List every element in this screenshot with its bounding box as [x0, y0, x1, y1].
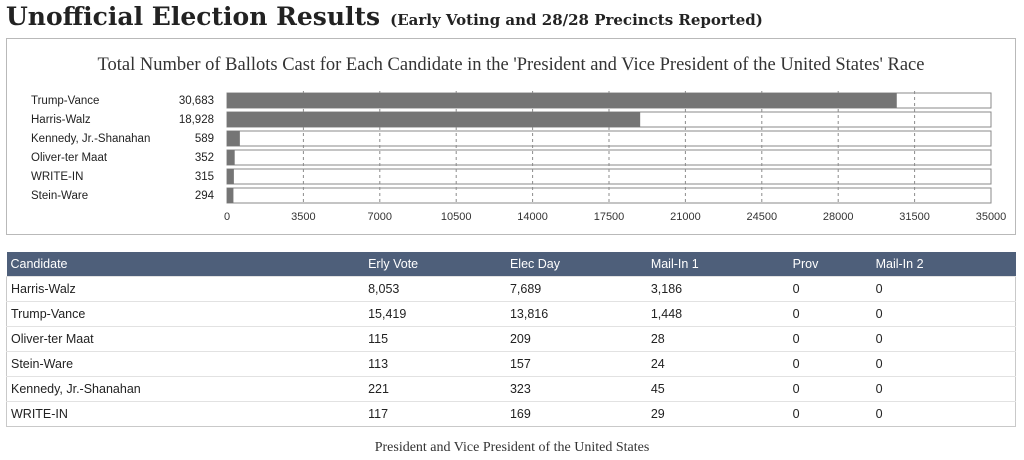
x-tick-label: 17500 [594, 211, 625, 223]
vote-count-cell: 0 [871, 276, 1016, 302]
vote-count-cell: 29 [646, 401, 789, 427]
table-row: WRITE-IN 117 169 29 0 0 [6, 401, 1016, 427]
candidate-cell: WRITE-IN [6, 401, 365, 427]
vote-count-cell: 113 [364, 351, 506, 377]
chart-title: Total Number of Ballots Cast for Each Ca… [97, 55, 925, 75]
bar [227, 169, 234, 184]
value-label: 589 [195, 133, 214, 145]
column-header: Erly Vote [368, 257, 419, 271]
value-label: 315 [195, 171, 214, 183]
x-tick-label: 7000 [368, 211, 392, 223]
x-tick-label: 28000 [823, 211, 854, 223]
vote-count-cell: 117 [364, 401, 506, 427]
vote-count-cell: 28 [646, 326, 789, 352]
vote-count-cell: 0 [788, 376, 872, 402]
vote-count-cell: 115 [364, 326, 506, 352]
vote-count-cell: 13,816 [505, 301, 647, 327]
vote-count-cell: 157 [505, 351, 647, 377]
vote-count-cell: 1,448 [646, 301, 789, 327]
x-tick-label: 21000 [670, 211, 701, 223]
vote-count-cell: 0 [871, 401, 1016, 427]
table-header-row: Candidate Erly Vote Elec Day Mail-In 1 P… [6, 252, 1016, 277]
category-label: WRITE-IN [31, 171, 83, 183]
vote-count-cell: 15,419 [364, 301, 506, 327]
page-subtitle: (Early Voting and 28/28 Precincts Report… [390, 11, 763, 29]
category-label: Stein-Ware [31, 190, 88, 202]
vote-count-cell: 0 [788, 301, 872, 327]
x-tick-label: 31500 [899, 211, 930, 223]
category-label: Harris-Walz [31, 114, 91, 126]
category-label: Trump-Vance [31, 95, 99, 107]
candidate-cell: Harris-Walz [6, 276, 365, 302]
x-tick-label: 35000 [976, 211, 1007, 223]
x-tick-label: 14000 [517, 211, 548, 223]
value-label: 352 [195, 152, 214, 164]
vote-count-cell: 221 [364, 376, 506, 402]
vote-count-cell: 24 [646, 351, 789, 377]
x-tick-label: 24500 [747, 211, 778, 223]
vote-count-cell: 0 [871, 376, 1016, 402]
x-tick-label: 10500 [441, 211, 472, 223]
column-header: Elec Day [509, 257, 560, 271]
column-header: Prov [792, 257, 819, 271]
column-header: Mail-In 1 [650, 257, 699, 271]
column-header: Mail-In 2 [875, 257, 924, 271]
candidate-cell: Kennedy, Jr.-Shanahan [6, 376, 365, 402]
column-header: Candidate [10, 257, 68, 271]
chart-panel: Total Number of Ballots Cast for Each Ca… [6, 38, 1016, 235]
x-tick-label: 3500 [291, 211, 315, 223]
category-label: Oliver-ter Maat [31, 152, 108, 164]
vote-count-cell: 0 [788, 276, 872, 302]
vote-count-cell: 45 [646, 376, 789, 402]
candidate-cell: Oliver-ter Maat [6, 326, 365, 352]
results-table: Candidate Erly Vote Elec Day Mail-In 1 P… [6, 252, 1016, 427]
bar [227, 150, 235, 165]
table-row: Trump-Vance 15,419 13,816 1,448 0 0 [6, 301, 1016, 327]
vote-count-cell: 0 [871, 326, 1016, 352]
bar [227, 131, 240, 146]
vote-count-cell: 0 [788, 351, 872, 377]
page-header: Unofficial Election Results (Early Voting… [6, 2, 763, 31]
candidate-cell: Stein-Ware [6, 351, 365, 377]
ballots-bar-chart: 0 3500 7000 10500 14000 17500 21000 24500 28000 3… [31, 91, 1007, 223]
vote-count-cell: 8,053 [364, 276, 506, 302]
vote-count-cell: 3,186 [646, 276, 789, 302]
vote-count-cell: 0 [788, 326, 872, 352]
x-tick-label: 0 [224, 211, 230, 223]
table-row: Stein-Ware 113 157 24 0 0 [6, 351, 1016, 377]
vote-count-cell: 0 [788, 401, 872, 427]
table-row: Oliver-ter Maat 115 209 28 0 0 [6, 326, 1016, 352]
page-title: Unofficial Election Results [6, 2, 381, 31]
vote-count-cell: 0 [871, 351, 1016, 377]
table-body: Harris-Walz 8,053 7,689 3,186 0 0 Trump-Vance 1… [6, 276, 1016, 427]
vote-count-cell: 323 [505, 376, 647, 402]
race-footer: President and Vice President of the Unit… [374, 440, 650, 455]
table-row: Kennedy, Jr.-Shanahan 221 323 45 0 0 [6, 376, 1016, 402]
vote-count-cell: 0 [871, 301, 1016, 327]
vote-count-cell: 169 [505, 401, 647, 427]
bar [227, 188, 234, 203]
vote-count-cell: 7,689 [505, 276, 647, 302]
value-label: 30,683 [179, 95, 214, 107]
vote-count-cell: 209 [505, 326, 647, 352]
bar [227, 112, 641, 127]
table-row: Harris-Walz 8,053 7,689 3,186 0 0 [6, 276, 1016, 302]
value-label: 294 [195, 190, 215, 202]
bar [227, 93, 897, 108]
candidate-cell: Trump-Vance [6, 301, 365, 327]
value-label: 18,928 [179, 114, 214, 126]
category-label: Kennedy, Jr.-Shanahan [31, 133, 150, 145]
